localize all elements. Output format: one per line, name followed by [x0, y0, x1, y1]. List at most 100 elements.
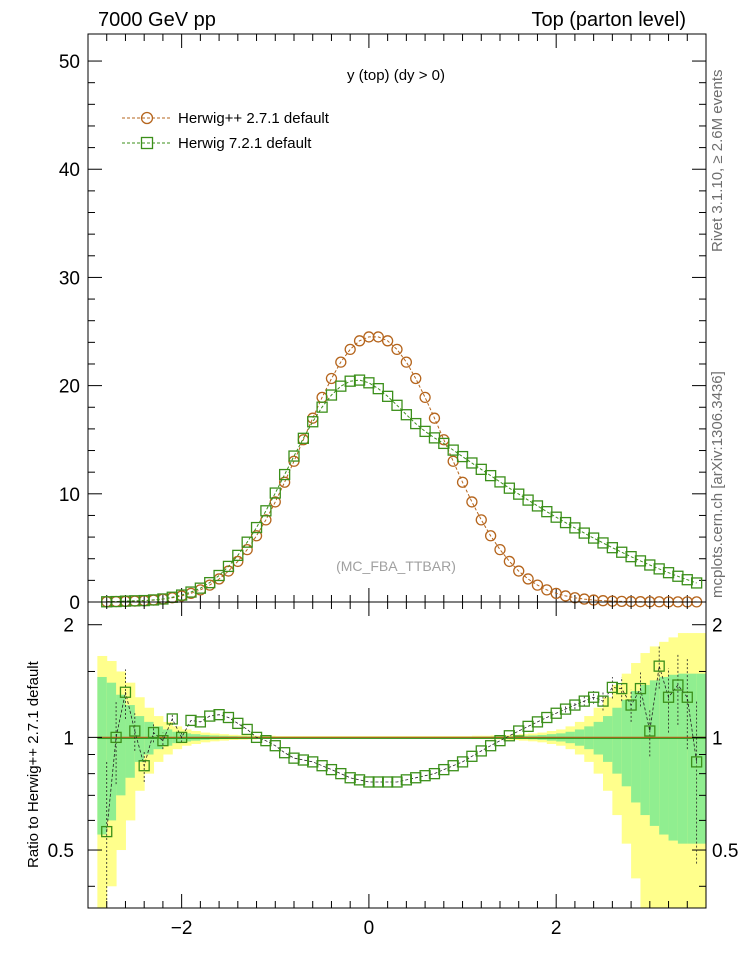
band-inner [116, 694, 126, 796]
ratio-series [101, 646, 703, 908]
band-inner [97, 676, 108, 835]
point-herwigpp [372, 331, 384, 343]
point-herwig7 [335, 380, 347, 392]
point-herwigpp [466, 496, 478, 508]
ratio-point [232, 717, 244, 730]
point-herwig7 [363, 377, 375, 389]
legend-label-herwigpp: Herwig++ 2.7.1 default [178, 110, 330, 127]
ratio-point [690, 756, 703, 768]
point-herwig7 [690, 577, 703, 589]
point-herwigpp [250, 530, 263, 542]
point-herwig7 [475, 463, 487, 476]
watermark: (MC_FBA_TTBAR) [336, 558, 456, 574]
ratio-point [157, 735, 169, 747]
point-herwig7 [260, 505, 272, 517]
ratio-point [147, 726, 160, 739]
rivet-label: Rivet 3.1.10, ≥ 2.6M events [709, 70, 726, 253]
point-herwigpp [447, 455, 459, 467]
main-panel: 0 10 20 30 40 50 y (top) (dy > 0) (MC_FBA_TTB… [59, 33, 707, 614]
point-herwig7 [438, 437, 450, 450]
ratio-point [288, 752, 300, 764]
main-title: y (top) (dy > 0) [347, 67, 445, 84]
point-herwig7 [297, 432, 310, 444]
ratio-ticks: 0.5 0.5 1 1 2 2 −2 0 2 [48, 602, 738, 939]
point-herwig7 [494, 476, 506, 488]
point-herwig7 [447, 444, 459, 456]
point-herwig7 [391, 399, 403, 411]
band-inner [631, 691, 641, 803]
point-herwig7 [513, 488, 525, 500]
ratio-point [222, 711, 235, 724]
point-herwig7 [213, 569, 225, 582]
ratio-point [175, 731, 188, 744]
ratio-point [625, 699, 637, 711]
legend-marker-herwig7 [140, 136, 154, 150]
point-herwig7 [204, 576, 216, 589]
point-herwigpp [381, 335, 394, 347]
point-herwigpp [307, 412, 319, 424]
point-herwigpp [513, 565, 525, 577]
legend-marker-herwigpp [140, 111, 154, 125]
ratio-point [269, 740, 281, 752]
ratio-frame [87, 601, 707, 909]
point-herwig7 [522, 494, 534, 506]
ratio-point [662, 691, 675, 703]
point-herwig7 [616, 546, 628, 558]
ratio-point [353, 774, 366, 786]
point-herwigpp [484, 530, 497, 542]
point-herwig7 [597, 537, 609, 549]
ratio-point [634, 682, 647, 695]
point-herwigpp [400, 356, 413, 368]
ratio-ytick-label-left: 1 [63, 728, 74, 749]
point-herwigpp [391, 343, 403, 356]
point-herwigpp [522, 573, 534, 585]
ratio-point [138, 760, 150, 772]
legend: Herwig++ 2.7.1 default Herwig 7.2.1 defa… [122, 110, 330, 152]
ratio-point [653, 660, 665, 672]
ratio-point [110, 731, 122, 744]
point-herwig7 [606, 542, 619, 554]
ratio-ytick-label-right: 2 [712, 616, 723, 637]
point-herwig7 [325, 389, 338, 401]
band-inner [106, 682, 117, 821]
header-left: 7000 GeV pp [98, 9, 216, 31]
legend-label-herwig7: Herwig 7.2.1 default [178, 135, 312, 152]
mcplots-label: mcplots.cern.ch [arXiv:1306.3436] [709, 371, 726, 598]
point-herwig7 [410, 417, 422, 430]
ratio-ytick-label-right: 1 [712, 728, 723, 749]
xtick-label-2: 2 [551, 918, 562, 939]
ratio-point [681, 691, 693, 703]
point-herwig7 [484, 469, 497, 482]
band-inner [125, 705, 136, 778]
point-herwig7 [541, 506, 553, 518]
header-right: Top (parton level) [531, 9, 686, 31]
band-inner [659, 676, 670, 835]
ratio-point [278, 747, 291, 759]
point-herwig7 [288, 450, 300, 462]
ratio-panel: 0.5 0.5 1 1 2 2 −2 0 2 Ratio to Herwig++ 2.7.1 d… [25, 601, 738, 939]
point-herwigpp [353, 335, 366, 347]
point-herwig7 [269, 487, 281, 499]
ratio-point [166, 713, 178, 725]
ratio-point [522, 720, 534, 733]
point-herwig7 [381, 390, 394, 402]
point-herwig7 [456, 450, 469, 463]
band-inner [668, 674, 679, 841]
point-herwig7 [531, 500, 544, 512]
point-herwigpp [325, 372, 338, 385]
ratio-point [119, 686, 132, 698]
point-herwig7 [232, 549, 244, 562]
ratio-point [644, 725, 656, 737]
point-herwigpp [269, 496, 281, 508]
ytick-label-10: 10 [59, 485, 80, 506]
point-herwig7 [587, 532, 600, 544]
point-herwigpp [344, 343, 356, 356]
ratio-point [672, 679, 684, 691]
ratio-point [428, 767, 441, 780]
point-herwigpp [475, 514, 487, 526]
ratio-point [297, 754, 310, 766]
point-herwig7 [250, 521, 263, 534]
xtick-label-0: −2 [171, 918, 193, 939]
point-herwig7 [241, 536, 253, 548]
